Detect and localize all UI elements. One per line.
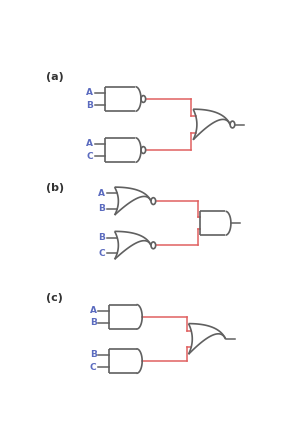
Text: C: C [99, 248, 105, 258]
Text: B: B [98, 204, 105, 213]
Text: A: A [98, 189, 105, 198]
Text: B: B [90, 351, 97, 359]
Text: (b): (b) [46, 183, 65, 193]
Text: C: C [90, 363, 97, 372]
Text: (a): (a) [46, 72, 64, 82]
Text: B: B [90, 318, 97, 328]
Text: B: B [86, 101, 93, 110]
Text: A: A [86, 139, 93, 149]
Text: A: A [86, 88, 93, 97]
Text: A: A [90, 306, 97, 315]
Text: C: C [86, 152, 93, 160]
Text: B: B [98, 233, 105, 242]
Text: (c): (c) [46, 293, 63, 303]
